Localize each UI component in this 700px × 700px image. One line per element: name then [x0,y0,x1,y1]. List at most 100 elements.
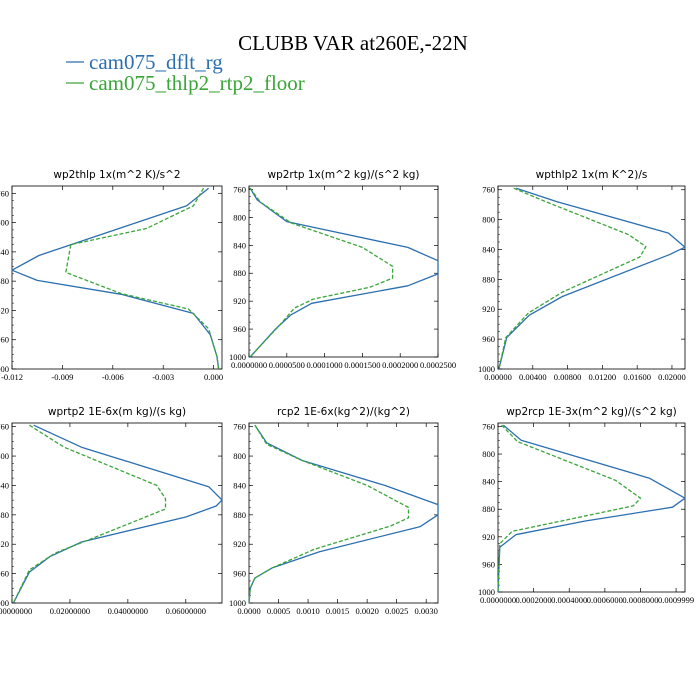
legend-label-floor: cam075_thlp2_rtp2_floor [89,71,305,95]
panel-2: wp2rtp 1x(m^2 kg)/(s^2 kg) 760 800 840 880 92… [229,169,456,370]
panel-3: wpthlp2 1x(m K^2)/s 760 800 840 880 920 960 100… [478,169,686,382]
y-tick-label: 840 [0,247,9,257]
y-tick-label: 960 [482,334,495,344]
x-tick-label: -0.006 [102,372,124,382]
panels: wp2thlp 1x(m^2 K)/s^2 760 800 840 880 920 960 1… [0,169,694,616]
y-tick-label: 1000 [478,587,495,597]
y-tick-label: 1000 [478,364,495,374]
x-tick-label: 0.00400 [519,372,547,382]
y-tick-label: 960 [0,335,9,345]
y-tick-label: 800 [0,218,9,228]
x-tick-label: 0.0002000 [382,360,418,370]
y-tick-label: 880 [233,268,246,278]
panel-title: wpthlp2 1x(m K^2)/s [536,169,648,181]
series-line-floor [249,187,394,358]
series-line-dflt [249,187,439,358]
y-tick-label: 960 [233,569,246,579]
y-tick-label: 920 [233,296,246,306]
y-tick-label: 760 [482,421,495,431]
x-tick-label: 0.0006000 [587,595,623,605]
series-line-dflt [498,187,686,370]
y-tick-label: 800 [233,451,246,461]
y-tick-label: 800 [233,212,246,222]
x-tick-label: 0.0000 [237,606,260,616]
x-tick-label: 0.00800 [554,372,582,382]
panel-title: wp2rtp 1x(m^2 kg)/(s^2 kg) [267,169,419,181]
x-tick-label: 0.0005 [267,606,290,616]
x-tick-label: 0.0008000 [622,595,658,605]
x-tick-label: 0.04000000 [108,606,148,616]
plot-frame [497,422,686,593]
y-tick-label: 920 [482,532,495,542]
figure-title: CLUBB VAR at260E,-22N [238,31,468,55]
y-tick-label: 880 [0,510,9,520]
x-tick-label: 0.0020 [355,606,378,616]
series-line-dflt [497,424,686,593]
series-line-floor [497,424,642,593]
plot-frame [11,422,223,604]
y-tick-label: 1000 [229,352,246,362]
panel-4: wprtp2 1E-6x(m kg)/(s kg) 760 800 840 880 920… [0,406,223,616]
x-tick-label: 0.0001000 [307,360,343,370]
panel-title: wprtp2 1E-6x(m kg)/(s kg) [48,406,186,418]
x-tick-label: -0.009 [51,372,73,382]
y-tick-label: 800 [0,451,9,461]
y-tick-label: 960 [0,569,9,579]
panel-title: wp2thlp 1x(m^2 K)/s^2 [53,169,180,181]
y-tick-label: 1000 [0,598,9,608]
x-tick-label: 0.0000000 [231,360,267,370]
y-tick-label: 760 [0,422,9,432]
y-tick-label: 760 [0,188,9,198]
x-tick-label: 0.00000 [484,372,512,382]
x-tick-label: 0.0000000 [480,595,516,605]
plot-frame [248,422,439,604]
series-line-floor [498,187,647,370]
x-tick-label: 0.0009999 [658,595,694,605]
y-tick-label: 840 [233,240,246,250]
y-tick-label: 880 [482,504,495,514]
x-tick-label: 0.000 [204,372,223,382]
plot-frame [11,185,223,370]
x-tick-label: 0.00000000 [0,606,32,616]
panel-6: wp2rcp 1E-3x(m^2 kg)/(s^2 kg) 760 800 840 88… [478,406,694,605]
y-tick-label: 840 [482,244,495,254]
series-line-floor [12,424,167,604]
panel-title: wp2rcp 1E-3x(m^2 kg)/(s^2 kg) [506,406,677,418]
y-tick-label: 920 [0,539,9,549]
y-tick-label: 920 [0,305,9,315]
series-line-dflt [12,424,223,604]
y-tick-label: 760 [233,422,246,432]
panel-1: wp2thlp 1x(m^2 K)/s^2 760 800 840 880 920 960 1… [0,169,223,382]
legend-label-dflt: cam075_dflt_rg [89,50,223,74]
x-tick-label: 0.0010 [296,606,319,616]
y-tick-label: 960 [233,324,246,334]
y-tick-label: 800 [482,215,495,225]
y-tick-label: 880 [0,276,9,286]
y-tick-label: 920 [482,304,495,314]
y-tick-label: 960 [482,559,495,569]
y-tick-label: 1000 [229,598,246,608]
x-tick-label: 0.0001500 [344,360,380,370]
y-tick-label: 920 [233,539,246,549]
y-tick-label: 880 [482,274,495,284]
y-tick-label: 840 [482,477,495,487]
x-tick-label: 0.0025 [385,606,408,616]
y-tick-label: 800 [482,449,495,459]
series-line-dflt [248,424,439,604]
x-tick-label: 0.0004000 [551,595,587,605]
y-tick-label: 760 [482,185,495,195]
x-tick-label: -0.003 [152,372,174,382]
x-tick-label: 0.0030 [415,606,438,616]
x-tick-label: 0.0015 [326,606,349,616]
x-tick-label: 0.06000000 [166,606,206,616]
x-tick-label: 0.01600 [623,372,651,382]
x-tick-label: 0.0002000 [516,595,552,605]
series-line-floor [65,187,220,370]
series-line-dflt [11,187,220,370]
x-tick-label: 0.0000500 [269,360,305,370]
y-tick-label: 880 [233,510,246,520]
plot-frame [248,185,439,358]
y-tick-label: 840 [0,480,9,490]
x-tick-label: 0.02000 [658,372,686,382]
panel-5: rcp2 1E-6x(kg^2)/(kg^2) 760 800 840 880 920 96… [229,406,439,616]
